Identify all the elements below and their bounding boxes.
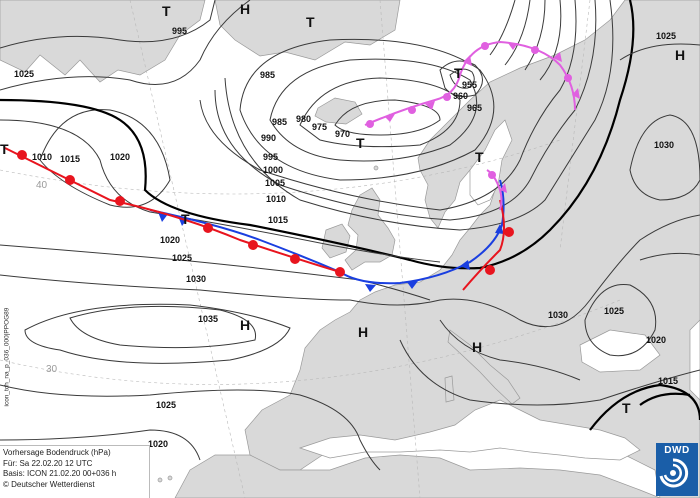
- isobar-label: 955: [462, 80, 477, 90]
- isobar-label: 985: [272, 117, 287, 127]
- cold-front: [149, 179, 505, 285]
- high-pressure-center: H: [240, 1, 250, 17]
- model-basis: Basis: ICON 21.02.20 00+036 h: [3, 469, 117, 478]
- high-pressure-center: H: [675, 47, 685, 63]
- mediterranean: [298, 399, 641, 461]
- low-pressure-center: T: [356, 135, 365, 151]
- isobar-label: 1030: [654, 140, 674, 150]
- low-pressure-center: T: [306, 14, 315, 30]
- black-sea: [579, 329, 661, 373]
- cold-front-triangles: [158, 212, 504, 292]
- occluded-front-symbols: [366, 42, 580, 193]
- isobar-label: 1030: [548, 310, 568, 320]
- caspian-sea: [689, 319, 700, 401]
- isobar-label: 1025: [14, 69, 34, 79]
- warm-front-bumps: [17, 150, 514, 277]
- occluded-front: [364, 40, 576, 126]
- isobar-label: 970: [335, 129, 350, 139]
- isobar-label: 1000: [263, 165, 283, 175]
- isobar-label: 965: [467, 103, 482, 113]
- valid-time: Für: Sa 22.02.20 12 UTC: [3, 458, 93, 468]
- isobar-label: 1005: [265, 178, 285, 188]
- low-pressure-center: T: [181, 211, 190, 227]
- low-pressure-center: T: [622, 400, 631, 416]
- isobar-label: 975: [312, 122, 327, 132]
- low-pressure-center: T: [454, 65, 463, 81]
- high-pressure-center: H: [240, 317, 250, 333]
- isobar-label: 1015: [658, 376, 678, 386]
- ireland: [321, 223, 351, 259]
- chart-title: Vorhersage Bodendruck (hPa): [3, 448, 111, 457]
- high-pressure-center: H: [472, 339, 482, 355]
- isobar-label: 1020: [110, 152, 130, 162]
- isobar-label: 990: [261, 133, 276, 143]
- isobar-label: 1020: [646, 335, 666, 345]
- dwd-logo: DWD: [656, 443, 698, 496]
- isobar-label: 995: [172, 26, 187, 36]
- isobar-label: 995: [263, 152, 278, 162]
- isobar-label: 1020: [148, 439, 168, 449]
- isobar-label: 1025: [604, 306, 624, 316]
- isobar-label: 1035: [198, 314, 218, 324]
- north-africa: [174, 454, 661, 498]
- copyright: © Deutscher Wetterdienst: [3, 479, 95, 489]
- isobar-label: 1020: [160, 235, 180, 245]
- isobars: [0, 0, 700, 481]
- dwd-swirl-icon: [659, 458, 689, 488]
- isobar-label: 1010: [32, 152, 52, 162]
- isobar-label: 1015: [268, 215, 288, 225]
- isobar-label: 1025: [172, 253, 192, 263]
- warm-front-east: [462, 199, 505, 291]
- graticule: [0, 0, 621, 498]
- isobar-label: 980: [296, 114, 311, 124]
- greenland: [0, 0, 206, 83]
- isobar-label: 960: [453, 91, 468, 101]
- iceland: [314, 97, 363, 125]
- high-pressure-center: H: [358, 324, 368, 340]
- isobar-label: 1015: [60, 154, 80, 164]
- info-box: Vorhersage Bodendruck (hPa) Für: Sa 22.0…: [0, 445, 150, 498]
- isobar-label: 1030: [186, 274, 206, 284]
- isobar-label: 985: [260, 70, 275, 80]
- svalbard: [214, 0, 401, 61]
- low-pressure-center: T: [162, 3, 171, 19]
- isobar-label: 1025: [156, 400, 176, 410]
- low-pressure-center: T: [475, 149, 484, 165]
- product-code: icon_tch_na_p_036_000|PPOG89: [3, 307, 11, 407]
- isobar-label: 1025: [656, 31, 676, 41]
- low-pressure-center: T: [0, 141, 9, 157]
- dwd-logo-text: DWD: [664, 445, 690, 456]
- isobar-labels: 995 1025 985 985 980 975 970 955 960 965…: [14, 26, 678, 449]
- baltic-sea: [469, 119, 513, 206]
- latitude-label: 30: [46, 364, 58, 375]
- isobar-label: 1010: [266, 194, 286, 204]
- latitude-label: 40: [36, 180, 48, 191]
